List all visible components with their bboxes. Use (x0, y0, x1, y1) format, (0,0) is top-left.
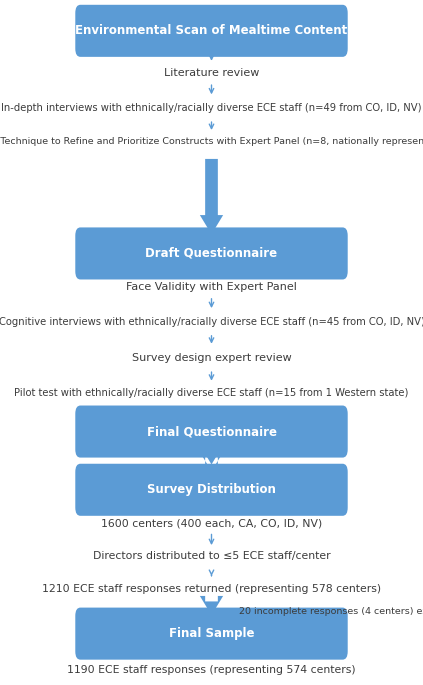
Text: Cognitive interviews with ethnically/racially diverse ECE staff (n=45 from CO, I: Cognitive interviews with ethnically/rac… (0, 317, 423, 327)
FancyBboxPatch shape (75, 406, 348, 458)
Text: Directors distributed to ≤5 ECE staff/center: Directors distributed to ≤5 ECE staff/ce… (93, 551, 330, 561)
Text: Final Questionnaire: Final Questionnaire (146, 425, 277, 438)
Text: 20 incomplete responses (4 centers) excluded: 20 incomplete responses (4 centers) excl… (239, 606, 423, 616)
Polygon shape (200, 596, 223, 615)
Text: Face Validity with Expert Panel: Face Validity with Expert Panel (126, 282, 297, 292)
Polygon shape (200, 452, 223, 506)
Text: 1600 centers (400 each, CA, CO, ID, NV): 1600 centers (400 each, CA, CO, ID, NV) (101, 519, 322, 528)
Text: Survey Distribution: Survey Distribution (147, 484, 276, 496)
Text: 1190 ECE staff responses (representing 574 centers): 1190 ECE staff responses (representing 5… (67, 665, 356, 675)
Text: Survey design expert review: Survey design expert review (132, 353, 291, 362)
Text: In-depth interviews with ethnically/racially diverse ECE staff (n=49 from CO, ID: In-depth interviews with ethnically/raci… (1, 103, 422, 113)
FancyBboxPatch shape (75, 464, 348, 516)
Polygon shape (200, 159, 223, 234)
FancyBboxPatch shape (75, 5, 348, 57)
FancyBboxPatch shape (75, 608, 348, 660)
Text: Literature review: Literature review (164, 68, 259, 78)
Text: Environmental Scan of Mealtime Content: Environmental Scan of Mealtime Content (75, 25, 348, 37)
FancyBboxPatch shape (75, 227, 348, 279)
Text: Pilot test with ethnically/racially diverse ECE staff (n=15 from 1 Western state: Pilot test with ethnically/racially dive… (14, 388, 409, 397)
Polygon shape (200, 414, 223, 464)
Text: 1210 ECE staff responses returned (representing 578 centers): 1210 ECE staff responses returned (repre… (42, 584, 381, 594)
Text: Draft Questionnaire: Draft Questionnaire (146, 247, 277, 260)
Text: Final Sample: Final Sample (169, 627, 254, 640)
Text: Delphi Technique to Refine and Prioritize Constructs with Expert Panel (n=8, nat: Delphi Technique to Refine and Prioritiz… (0, 137, 423, 147)
